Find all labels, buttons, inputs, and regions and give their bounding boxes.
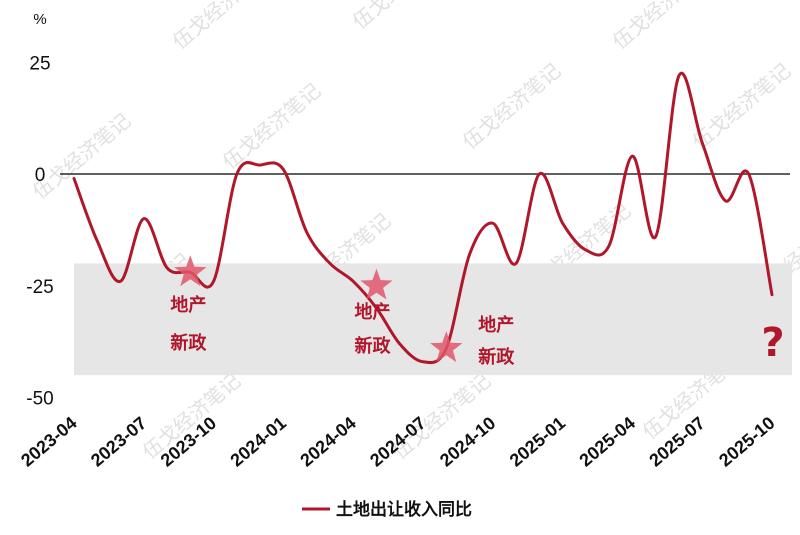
y-tick-label: 0: [35, 165, 46, 186]
legend-label: 土地出让收入同比: [336, 499, 472, 520]
x-tick-label: 2025-10: [715, 413, 778, 471]
x-tick-label: 2024-01: [227, 413, 290, 471]
x-tick-label: 2024-04: [296, 413, 359, 471]
watermark-text: 伍戈经济笔记: [608, 0, 715, 54]
watermark-text: 伍戈经济笔记: [348, 0, 455, 34]
policy-annotation-label: 地产: [354, 301, 390, 323]
y-tick-label: -50: [26, 389, 53, 410]
shaded-band: [74, 263, 792, 376]
policy-annotation-label: 新政: [354, 335, 391, 357]
watermark-text: 伍戈经济笔记: [28, 108, 135, 204]
watermark-text: 伍戈经济笔记: [218, 78, 325, 174]
end-annotation-question-mark: ?: [761, 320, 784, 366]
policy-annotation-label: 地产: [170, 294, 206, 316]
annotation-markers: [174, 255, 463, 363]
policy-annotation-label: 新政: [170, 332, 207, 354]
watermark-text: 伍戈经济笔记: [688, 58, 795, 154]
x-tick-label: 2025-01: [506, 413, 569, 471]
policy-star-marker: [430, 331, 463, 363]
policy-annotation-label: 地产: [478, 314, 514, 336]
legend: 土地出让收入同比: [302, 499, 472, 520]
policy-annotation-label: 新政: [478, 346, 515, 368]
watermark-text: 伍戈经济笔记: [458, 58, 565, 154]
y-tick-label: 25: [29, 53, 50, 74]
watermark-text: 伍戈经济笔记: [168, 0, 275, 54]
policy-star-marker: [174, 255, 207, 287]
policy-star-marker: [360, 268, 393, 300]
x-tick-label: 2025-04: [576, 413, 639, 471]
x-tick-label: 2023-04: [17, 413, 80, 471]
y-unit-label: %: [33, 11, 46, 28]
y-tick-label: -25: [26, 277, 53, 298]
y-axis: 25 0 -25 -50: [26, 53, 53, 409]
